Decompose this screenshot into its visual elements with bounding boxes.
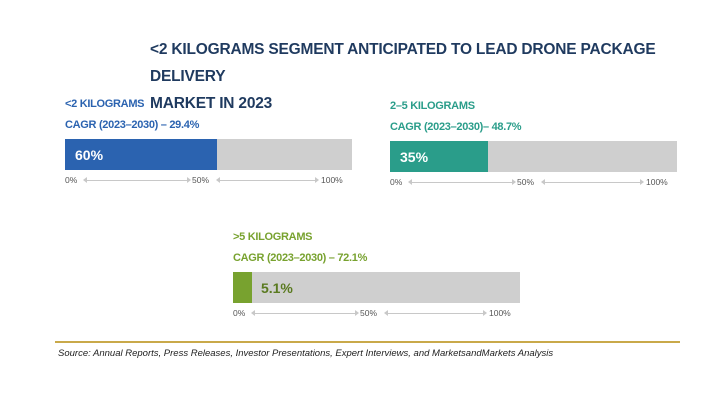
tick-100: 100% bbox=[646, 177, 668, 187]
arrow-left bbox=[83, 177, 191, 183]
bar-fill bbox=[233, 272, 252, 303]
tick-0: 0% bbox=[65, 175, 78, 185]
cagr-label: CAGR (2023–2030)– 48.7% bbox=[390, 121, 522, 133]
tick-50: 50% bbox=[517, 177, 535, 187]
cagr-label: CAGR (2023–2030) – 29.4% bbox=[65, 119, 200, 131]
cagr-label: CAGR (2023–2030) – 72.1% bbox=[233, 252, 368, 264]
arrow-left bbox=[408, 179, 516, 185]
segment-label: 2–5 KILOGRAMS bbox=[390, 100, 475, 112]
tick-50: 50% bbox=[360, 308, 378, 318]
panel-1: 2–5 KILOGRAMS CAGR (2023–2030)– 48.7% 35… bbox=[390, 100, 677, 191]
bar-value-label: 60% bbox=[75, 147, 104, 163]
segment-label: >5 KILOGRAMS bbox=[233, 231, 313, 243]
source-divider bbox=[55, 341, 680, 343]
segment-label: <2 KILOGRAMS bbox=[65, 98, 145, 110]
title-line-1: <2 KILOGRAMS SEGMENT ANTICIPATED TO LEAD… bbox=[150, 41, 656, 85]
panel-0: <2 KILOGRAMS CAGR (2023–2030) – 29.4% 60… bbox=[65, 98, 352, 189]
source-note: Source: Annual Reports, Press Releases, … bbox=[58, 348, 554, 359]
axis: 0% 50% 100% bbox=[65, 175, 352, 189]
bar-value-label: 35% bbox=[400, 149, 429, 165]
title-line-2: MARKET IN 2023 bbox=[150, 95, 273, 112]
arrow-left bbox=[251, 310, 359, 316]
bar-fill bbox=[390, 141, 488, 172]
panel-2: >5 KILOGRAMS CAGR (2023–2030) – 72.1% 5.… bbox=[233, 231, 520, 322]
tick-0: 0% bbox=[233, 308, 246, 318]
axis: 0% 50% 100% bbox=[233, 308, 520, 322]
tick-100: 100% bbox=[489, 308, 511, 318]
bar-track: 5.1% bbox=[233, 272, 520, 303]
bar-track: 60% bbox=[65, 139, 352, 170]
tick-100: 100% bbox=[321, 175, 343, 185]
bar-track: 35% bbox=[390, 141, 677, 172]
tick-50: 50% bbox=[192, 175, 210, 185]
arrow-right bbox=[541, 179, 644, 185]
tick-0: 0% bbox=[390, 177, 403, 187]
arrow-right bbox=[216, 177, 319, 183]
chart-title: <2 KILOGRAMS SEGMENT ANTICIPATED TO LEAD… bbox=[150, 36, 720, 117]
bar-value-label: 5.1% bbox=[260, 280, 293, 296]
arrow-right bbox=[384, 310, 487, 316]
axis: 0% 50% 100% bbox=[390, 177, 677, 191]
bar-fill bbox=[65, 139, 218, 170]
